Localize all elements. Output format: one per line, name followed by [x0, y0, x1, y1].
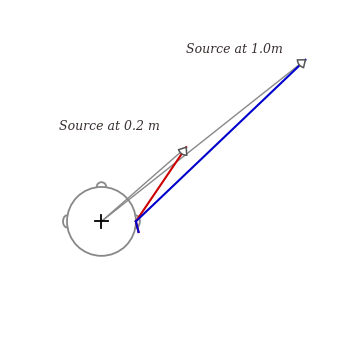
Wedge shape — [179, 147, 187, 155]
Wedge shape — [298, 60, 305, 67]
Text: Source at 1.0m: Source at 1.0m — [186, 43, 283, 56]
Text: Source at 0.2 m: Source at 0.2 m — [59, 120, 160, 132]
